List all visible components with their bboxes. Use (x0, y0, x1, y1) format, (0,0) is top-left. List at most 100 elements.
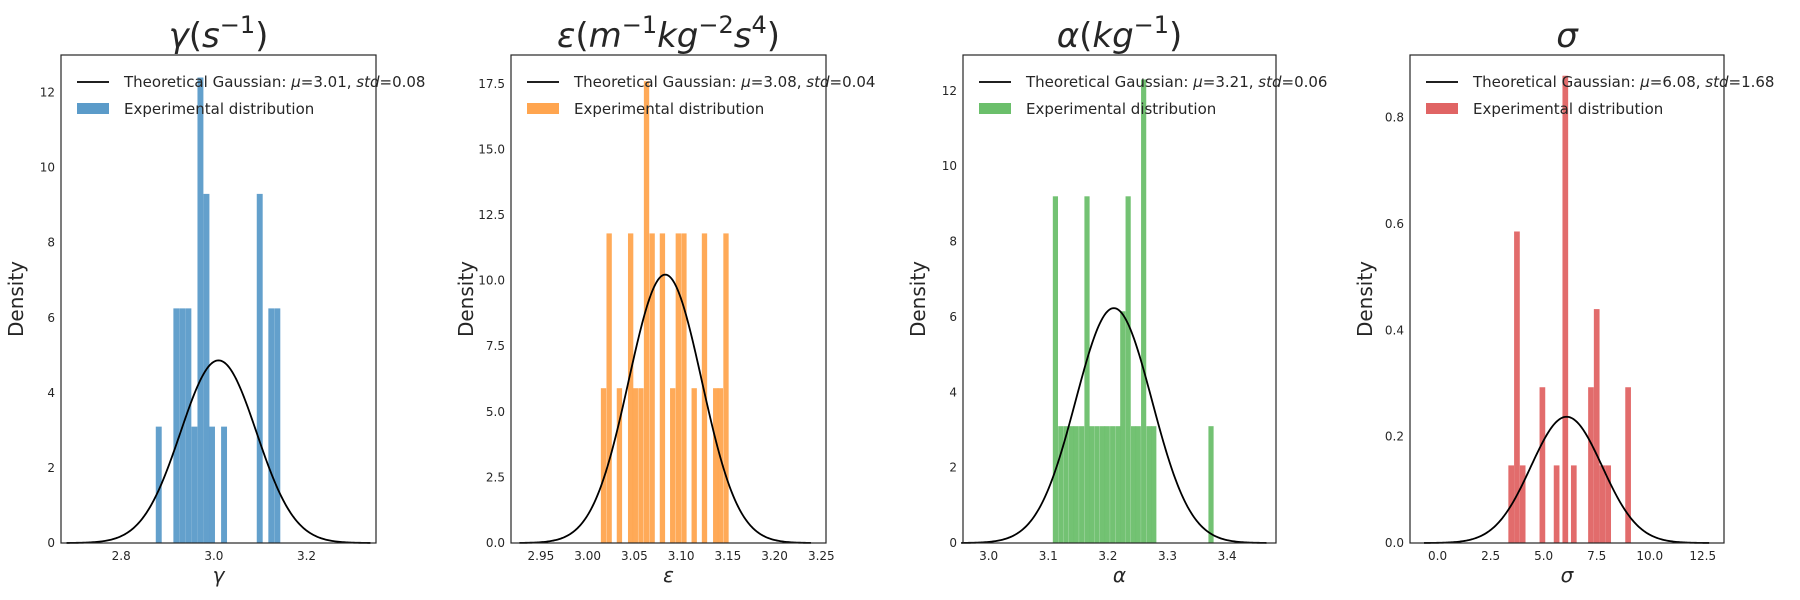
legend-experimental-label: Experimental distribution (574, 100, 764, 118)
histogram-bar (632, 388, 638, 543)
x-tick-label: 3.05 (621, 549, 648, 563)
x-tick-label: 3.00 (574, 549, 601, 563)
legend-patch-swatch (77, 103, 109, 114)
histogram-bar (256, 193, 263, 543)
histogram-bar (659, 233, 666, 543)
gaussian-curve (1423, 415, 1710, 544)
legend-theory-label: Theoretical Gaussian: μ=3.08, std=0.04 (573, 73, 875, 91)
histogram-bar (197, 77, 204, 544)
x-tick-label: 3.1 (1039, 549, 1058, 563)
histogram-bar (1068, 426, 1075, 543)
legend: Theoretical Gaussian: μ=3.01, std=0.08 Ex… (77, 73, 425, 118)
histogram-bar (1063, 426, 1069, 543)
x-tick-label: 3.4 (1218, 549, 1237, 563)
y-tick-label: 12.5 (478, 208, 505, 222)
legend-experimental-label: Experimental distribution (1026, 100, 1216, 118)
y-tick-label: 12 (942, 84, 957, 98)
subplot-3: 3.0 3.1 3.2 3.3 3.4 0 2 4 6 8 10 12 α(kg−1) α Density T… (906, 11, 1327, 587)
chart-title: ε(m−1kg−2s4) (557, 11, 780, 56)
histogram-bar (1094, 426, 1100, 543)
y-tick-label: 6 (47, 311, 55, 325)
chart-title: σ (1556, 16, 1579, 56)
histogram-bar (681, 233, 687, 543)
x-tick-label: 12.5 (1689, 549, 1716, 563)
histogram-bars (1052, 79, 1214, 544)
axes-frame (60, 54, 377, 544)
histogram-bar (701, 233, 708, 543)
histogram-bar (274, 308, 281, 543)
y-tick-label: 12 (40, 86, 55, 100)
x-tick-label: 3.2 (297, 549, 316, 563)
y-tick-label: 7.5 (486, 339, 505, 353)
subplot-2: 2.95 3.00 3.05 3.10 3.15 3.20 3.25 0.0 2.5 5.0 7.5… (454, 11, 875, 587)
x-tick-label: 7.5 (1587, 549, 1606, 563)
histogram-bar (1553, 465, 1560, 543)
histogram-bar (1519, 465, 1526, 543)
legend-patch-swatch (527, 103, 559, 114)
histogram-bar (173, 308, 180, 543)
y-tick-label: 0 (949, 536, 957, 550)
y-tick-label: 6 (949, 310, 957, 324)
x-tick-label: 2.95 (528, 549, 555, 563)
x-tick-label: 0.0 (1428, 549, 1447, 563)
histogram-bar (1135, 426, 1141, 543)
histogram-bar (221, 426, 228, 543)
histogram-bar (1089, 426, 1095, 543)
y-axis-label: Density (906, 261, 930, 337)
histogram-bar (1058, 426, 1064, 543)
legend-experimental-label: Experimental distribution (1473, 100, 1663, 118)
y-tick-label: 10 (942, 159, 957, 173)
x-tick-label: 2.5 (1481, 549, 1500, 563)
axes-frame (962, 54, 1277, 544)
histogram-bar (1570, 465, 1577, 543)
y-tick-label: 17.5 (478, 77, 505, 91)
histogram-bar (209, 426, 215, 543)
histogram-bar (268, 308, 275, 543)
histogram-bar (675, 233, 681, 543)
histogram-bar (1084, 196, 1090, 543)
legend-theory-label: Theoretical Gaussian: μ=3.21, std=0.06 (1025, 73, 1327, 91)
histogram-bar (1120, 311, 1126, 543)
histogram-bar (1599, 465, 1606, 543)
y-tick-label: 4 (47, 386, 55, 400)
y-axis-label: Density (454, 261, 478, 337)
histogram-bars (600, 81, 729, 544)
legend-theory-label: Theoretical Gaussian: μ=3.01, std=0.08 (123, 73, 425, 91)
histogram-bars (1508, 75, 1631, 544)
histogram-bar (1099, 426, 1106, 543)
x-tick-label: 2.8 (112, 549, 131, 563)
legend-patch-swatch (1426, 103, 1458, 114)
histogram-bar (1141, 79, 1147, 544)
y-tick-label: 8 (949, 235, 957, 249)
x-axis-label: α (1113, 563, 1126, 587)
y-tick-label: 0.0 (486, 536, 505, 550)
x-tick-label: 10.0 (1636, 549, 1663, 563)
x-tick-label: 3.0 (979, 549, 998, 563)
legend: Theoretical Gaussian: μ=6.08, std=1.68 Ex… (1426, 73, 1774, 118)
histogram-bar (600, 388, 607, 543)
histogram-bar (1593, 309, 1600, 543)
histogram-bar (1539, 387, 1546, 543)
axes-frame (510, 54, 827, 544)
histogram-bar (1130, 426, 1137, 543)
chart-title: α(kg−1) (1057, 11, 1183, 56)
x-tick-label: 5.0 (1534, 549, 1553, 563)
legend-theory-label: Theoretical Gaussian: μ=6.08, std=1.68 (1472, 73, 1774, 91)
gaussian-curve (961, 307, 1267, 544)
x-axis-label: ε (663, 563, 674, 587)
histogram-bar (1588, 387, 1594, 543)
x-tick-label: 3.10 (668, 549, 695, 563)
y-tick-label: 0.2 (1385, 430, 1404, 444)
y-tick-label: 4 (949, 385, 957, 399)
y-tick-label: 15.0 (478, 142, 505, 156)
histogram-bar (627, 233, 634, 543)
y-tick-label: 0 (47, 536, 55, 550)
y-tick-label: 0.8 (1385, 111, 1404, 125)
histogram-bar (643, 81, 650, 544)
histogram-bar (1073, 426, 1079, 543)
y-tick-label: 0.0 (1385, 536, 1404, 550)
histogram-bar (1115, 426, 1121, 543)
histogram-bar (1562, 75, 1569, 543)
y-tick-label: 2 (47, 461, 55, 475)
